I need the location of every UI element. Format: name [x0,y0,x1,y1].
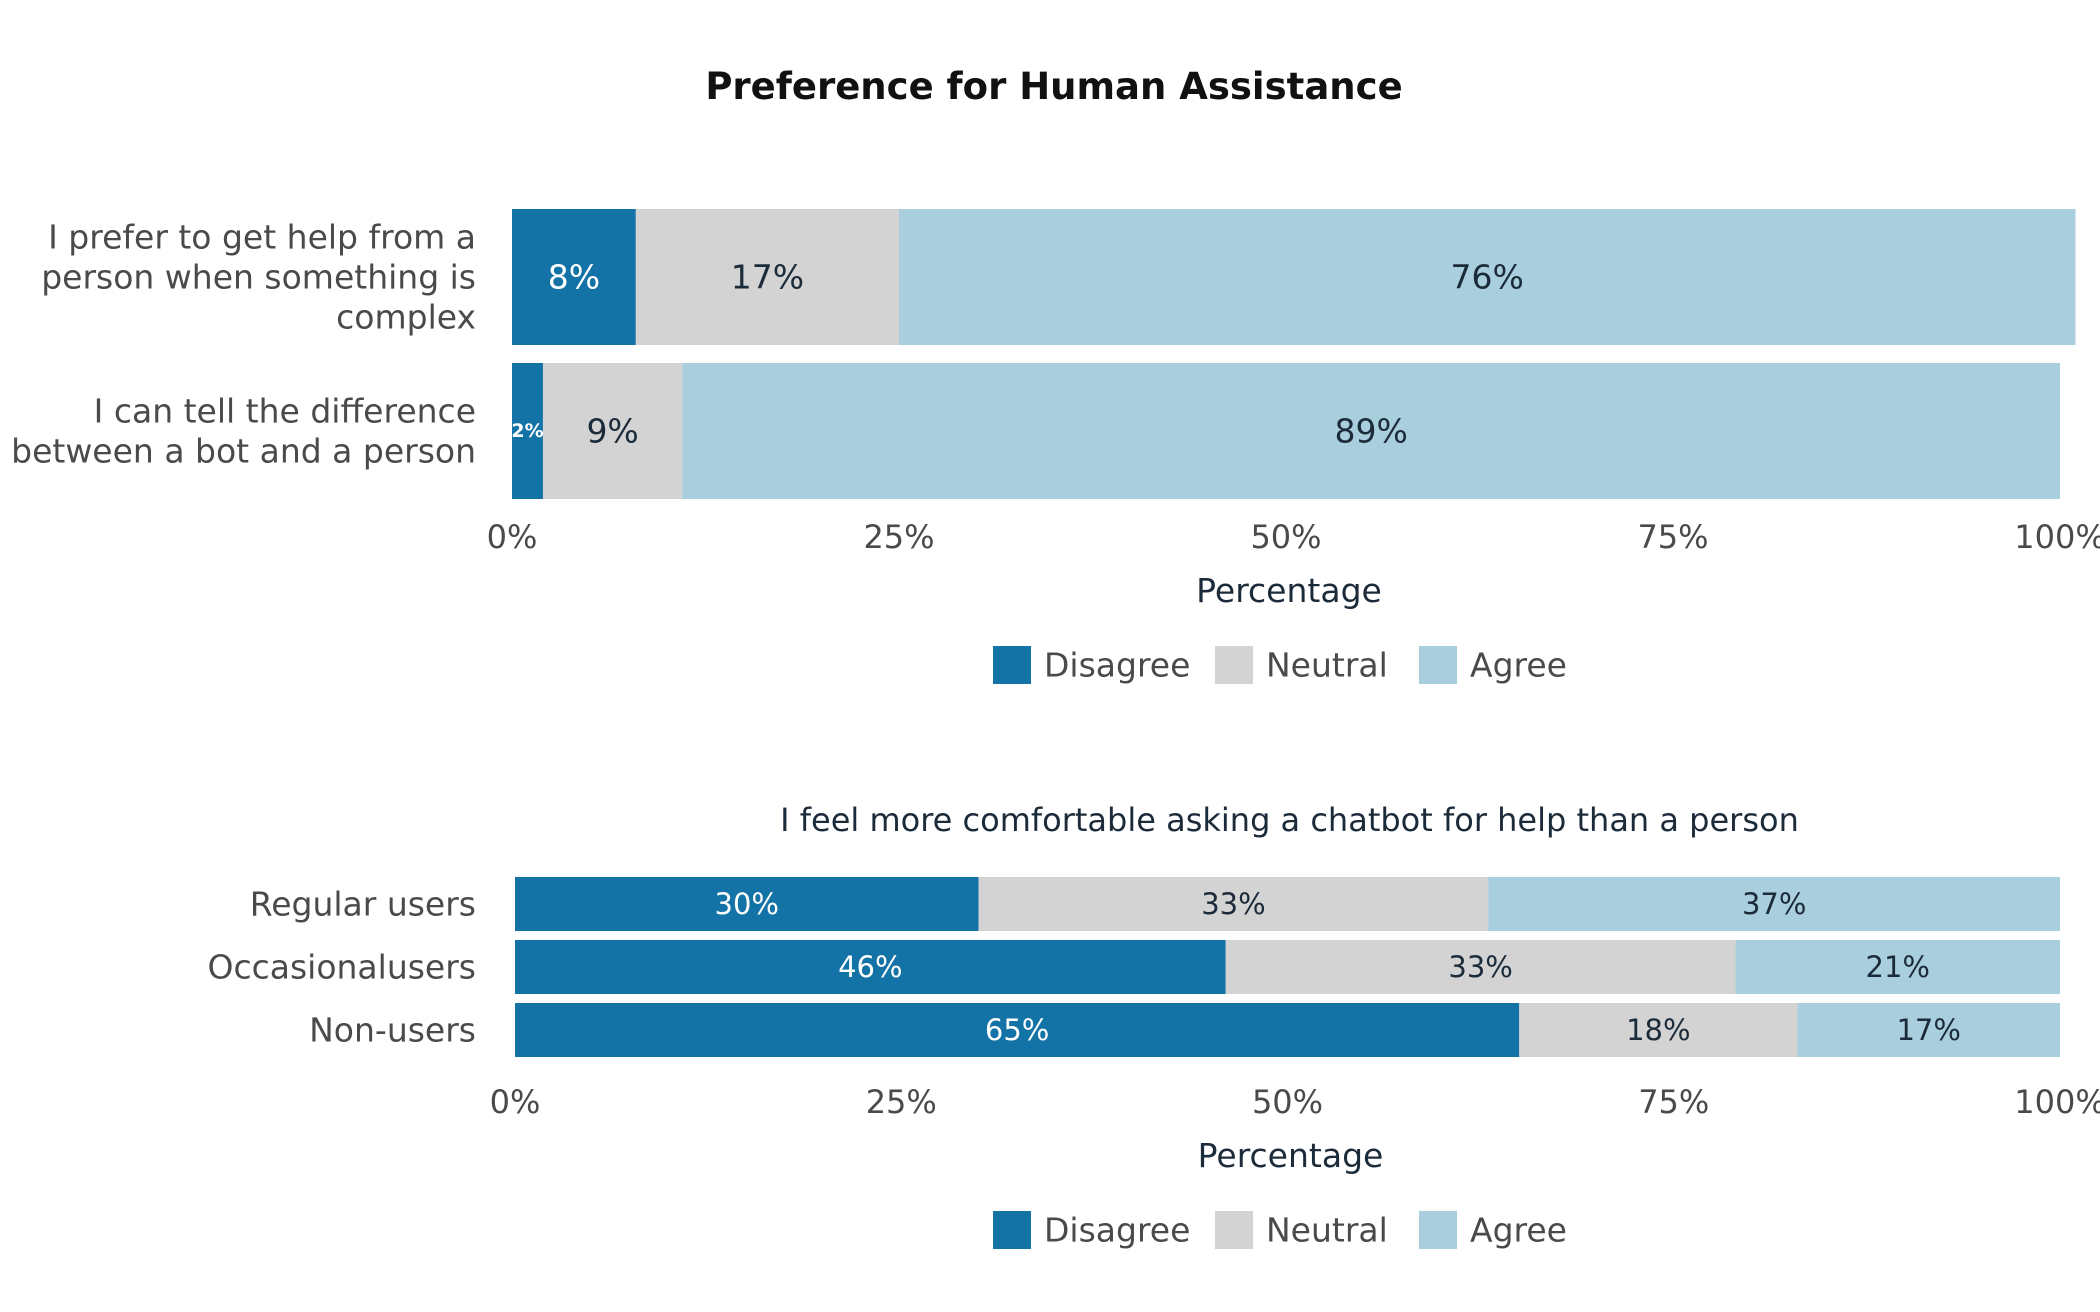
category-label-1-1: complex [336,298,476,337]
legend-label-agree-2: Agree [1470,1211,1567,1250]
data-label-neutral-2-1: 33% [1201,887,1265,921]
bar-agree-1-1 [899,209,2076,345]
x-axis-title-2: Percentage [1198,1136,1384,1175]
bar-disagree-1-2 [512,363,543,499]
legend-swatch-neutral-1 [1215,646,1253,684]
x-axis-title-1: Percentage [1196,571,1382,610]
legend-label-disagree-2: Disagree [1044,1211,1190,1250]
legend-label-neutral-1: Neutral [1266,646,1388,685]
bar-agree-2-2 [1735,940,2060,994]
data-label-neutral-1-1: 17% [731,258,804,297]
bar-neutral-2-1 [978,877,1489,931]
category-label-1-1: person when something is [41,258,476,297]
category-label-1-1: I prefer to get help from a [48,218,476,257]
x-tick-label-2-4: 75% [1638,1083,1709,1121]
data-label-agree-1-2: 89% [1334,412,1407,451]
chart-2-title: I feel more comfortable asking a chatbot… [780,801,1799,839]
x-tick-label-1-1: 0% [487,518,538,556]
data-label-disagree-2-2: 46% [838,950,902,984]
legend-swatch-agree-2 [1419,1211,1457,1249]
bar-disagree-1-1 [512,209,636,345]
legend-swatch-neutral-2 [1215,1211,1253,1249]
legend-label-agree-1: Agree [1470,646,1567,685]
data-label-disagree-1-2: 2% [511,420,543,442]
legend-label-neutral-2: Neutral [1266,1211,1388,1250]
bar-neutral-2-3 [1519,1003,1798,1057]
data-label-agree-1-1: 76% [1451,258,1524,297]
data-label-agree-2-2: 21% [1866,950,1930,984]
figure-title: Preference for Human Assistance [705,65,1402,108]
bar-disagree-2-3 [515,1003,1520,1057]
category-label-1-2: I can tell the difference [94,392,476,431]
legend-label-disagree-1: Disagree [1044,646,1190,685]
x-tick-label-2-3: 50% [1252,1083,1323,1121]
category-label-2-2: Occasionalusers [207,948,476,987]
legend-swatch-disagree-1 [993,646,1031,684]
category-label-2-3: Non-users [309,1011,476,1050]
bar-disagree-2-2 [515,940,1226,994]
data-label-disagree-1-1: 8% [548,258,600,297]
data-label-agree-2-3: 17% [1896,1013,1960,1047]
data-label-disagree-2-1: 30% [715,887,779,921]
x-tick-label-2-1: 0% [490,1083,541,1121]
legend-swatch-agree-1 [1419,646,1457,684]
bar-agree-2-1 [1488,877,2060,931]
bar-neutral-2-2 [1225,940,1736,994]
category-label-2-1: Regular users [250,885,476,924]
x-tick-label-1-4: 75% [1637,518,1708,556]
bar-neutral-1-1 [635,209,899,345]
data-label-agree-2-1: 37% [1742,887,1806,921]
legend-swatch-disagree-2 [993,1211,1031,1249]
bar-agree-1-2 [682,363,2060,499]
x-tick-label-1-5: 100% [2014,518,2100,556]
x-tick-label-1-2: 25% [863,518,934,556]
bar-neutral-1-2 [542,363,683,499]
data-label-neutral-1-2: 9% [586,412,638,451]
category-label-1-2: between a bot and a person [11,432,476,471]
x-tick-label-1-3: 50% [1250,518,1321,556]
bar-disagree-2-1 [515,877,979,931]
bar-agree-2-3 [1797,1003,2060,1057]
data-label-neutral-2-2: 33% [1448,950,1512,984]
x-tick-label-2-2: 25% [866,1083,937,1121]
x-tick-label-2-5: 100% [2014,1083,2100,1121]
data-label-disagree-2-3: 65% [985,1013,1049,1047]
data-label-neutral-2-3: 18% [1626,1013,1690,1047]
